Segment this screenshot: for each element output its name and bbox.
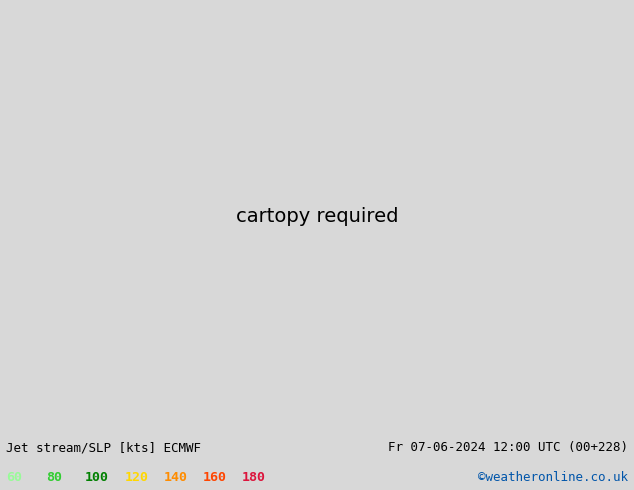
Text: Fr 07-06-2024 12:00 UTC (00+228): Fr 07-06-2024 12:00 UTC (00+228) [387,441,628,454]
Text: ©weatheronline.co.uk: ©weatheronline.co.uk [477,471,628,484]
Text: 100: 100 [85,471,109,484]
Text: Jet stream/SLP [kts] ECMWF: Jet stream/SLP [kts] ECMWF [6,441,202,454]
Text: cartopy required: cartopy required [236,207,398,226]
Text: 180: 180 [242,471,266,484]
Text: 160: 160 [203,471,227,484]
Text: 80: 80 [46,471,61,484]
Text: 120: 120 [124,471,148,484]
Text: 60: 60 [6,471,22,484]
Text: 140: 140 [164,471,188,484]
